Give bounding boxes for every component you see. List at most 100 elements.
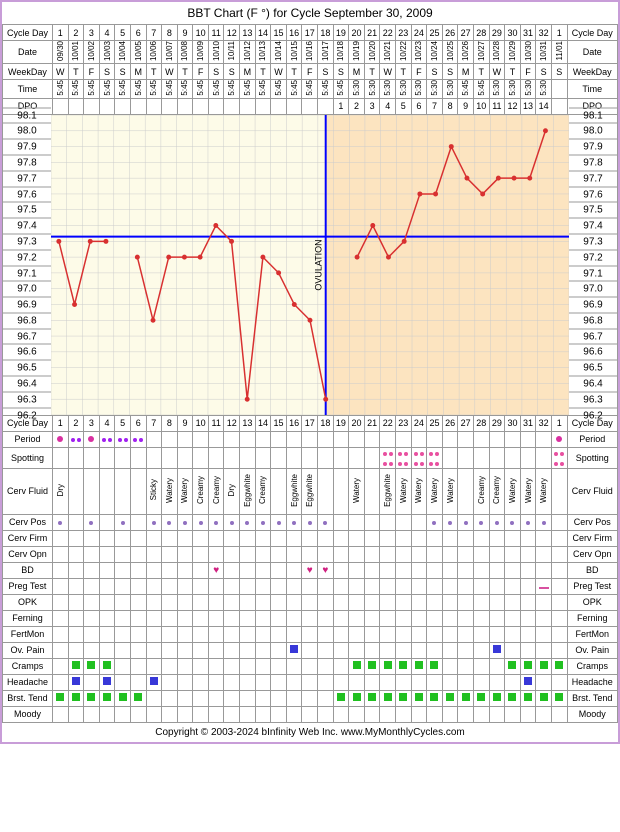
cell: 6 (130, 415, 146, 431)
cell: 11 (208, 25, 224, 41)
cell: 10/29 (505, 41, 521, 64)
cell: T (286, 64, 302, 80)
cell: 25 (427, 25, 443, 41)
cell: 5:45 (240, 80, 256, 99)
cell: 10/13 (255, 41, 271, 64)
cell: 29 (489, 415, 505, 431)
cell: 10/04 (115, 41, 131, 64)
cell: 5:30 (520, 80, 536, 99)
cell (318, 98, 334, 114)
row-label: WeekDay (567, 64, 617, 80)
cell: 27 (458, 415, 474, 431)
cell: 2 (68, 415, 84, 431)
cell: 1 (551, 415, 567, 431)
cell: W (162, 64, 178, 80)
cell: 1 (52, 415, 68, 431)
cell: 10/31 (536, 41, 552, 64)
row-label: Date (567, 41, 617, 64)
cell: 10/15 (286, 41, 302, 64)
cell (193, 98, 209, 114)
cell (99, 98, 115, 114)
cell: 15 (271, 25, 287, 41)
cell: 30 (505, 415, 521, 431)
cell: 8 (162, 415, 178, 431)
cell: 26 (442, 25, 458, 41)
cell: 5:45 (458, 80, 474, 99)
cell: 24 (411, 415, 427, 431)
cell: W (489, 64, 505, 80)
cell: 14 (255, 415, 271, 431)
cell: 8 (162, 25, 178, 41)
cell: T (505, 64, 521, 80)
cell: 5:45 (52, 80, 68, 99)
cell: 23 (396, 25, 412, 41)
cell: T (364, 64, 380, 80)
cell: 15 (271, 415, 287, 431)
cell: 10/24 (427, 41, 443, 64)
cell: 12 (505, 98, 521, 114)
cell: 27 (458, 25, 474, 41)
cell: 26 (442, 415, 458, 431)
cell: M (458, 64, 474, 80)
cell: 5:30 (505, 80, 521, 99)
cell: 10/11 (224, 41, 240, 64)
row-label: Date (3, 41, 53, 64)
cell: 5:30 (380, 80, 396, 99)
cell: 4 (380, 98, 396, 114)
cell: T (177, 64, 193, 80)
cell: 19 (333, 415, 349, 431)
cell: 16 (286, 415, 302, 431)
cell (551, 98, 567, 114)
row-label: Time (567, 80, 617, 99)
cell: 5:30 (489, 80, 505, 99)
cell: 5:45 (177, 80, 193, 99)
cell: 24 (411, 25, 427, 41)
cell: 10/01 (68, 41, 84, 64)
cell: 10/23 (411, 41, 427, 64)
cell: 18 (318, 25, 334, 41)
cell (115, 98, 131, 114)
cell: 5 (115, 25, 131, 41)
cell: 5:45 (115, 80, 131, 99)
cell: F (84, 64, 100, 80)
cell: 10/26 (458, 41, 474, 64)
cell (68, 98, 84, 114)
svg-text:OVULATION: OVULATION (314, 239, 324, 290)
cell: F (520, 64, 536, 80)
cell (302, 98, 318, 114)
cell (177, 98, 193, 114)
cell: 18 (318, 415, 334, 431)
cell (84, 98, 100, 114)
cell: 4 (99, 25, 115, 41)
cell: 5:45 (99, 80, 115, 99)
cell: 22 (380, 25, 396, 41)
cell (255, 98, 271, 114)
row-label: Time (3, 80, 53, 99)
cell: 21 (364, 415, 380, 431)
cell: 11 (208, 415, 224, 431)
cell (240, 98, 256, 114)
cell (162, 98, 178, 114)
cell (146, 98, 162, 114)
cell: 5:45 (84, 80, 100, 99)
cell: S (115, 64, 131, 80)
cell: S (318, 64, 334, 80)
cell: 23 (396, 415, 412, 431)
cell: 10/28 (489, 41, 505, 64)
cell: S (442, 64, 458, 80)
cell: 10/30 (520, 41, 536, 64)
header-grid: Cycle Day1234567891011121314151617181920… (2, 24, 618, 115)
cell: 10/22 (396, 41, 412, 64)
cell: 5:45 (255, 80, 271, 99)
cell: 5:45 (193, 80, 209, 99)
cell: 10/03 (99, 41, 115, 64)
cell: 32 (536, 415, 552, 431)
cell (208, 98, 224, 114)
cell: 10/07 (162, 41, 178, 64)
cell: 5:30 (427, 80, 443, 99)
cell: 9 (177, 415, 193, 431)
cell: 10/08 (177, 41, 193, 64)
cell: 17 (302, 25, 318, 41)
footer-text: Copyright © 2003-2024 bInfinity Web Inc.… (2, 723, 618, 742)
cell: 31 (520, 415, 536, 431)
